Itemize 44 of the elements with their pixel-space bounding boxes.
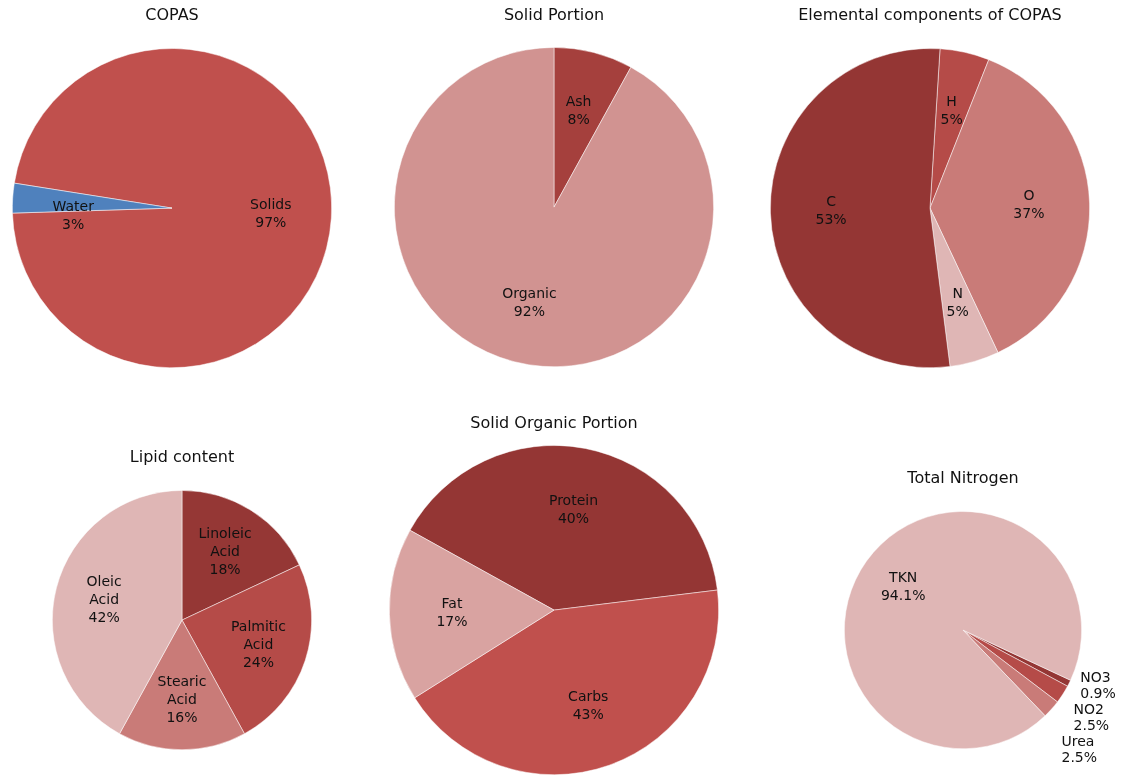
data-label: 43%	[572, 705, 604, 722]
slice-label: Protein	[548, 491, 599, 508]
data-label: 42%	[88, 608, 120, 625]
slice-label: Carbs	[568, 687, 609, 704]
chart-title: Elemental components of COPAS	[798, 4, 1062, 24]
data-label: 17%	[436, 612, 468, 629]
data-label: 3%	[62, 215, 85, 232]
chart-title: Solid Organic Portion	[470, 412, 638, 432]
data-label: 97%	[255, 213, 287, 230]
slice-label: C	[826, 192, 837, 209]
slice-label: NO2	[1073, 701, 1104, 718]
data-label: 2.5%	[1073, 717, 1110, 734]
slice-label: Palmitic Acid	[231, 617, 286, 652]
chart-title: Lipid content	[129, 446, 235, 466]
slice-label: O	[1023, 186, 1035, 203]
slice-label: Stearic Acid	[157, 673, 207, 708]
data-label: 5%	[940, 111, 963, 128]
slice-label: NO3	[1080, 669, 1111, 686]
chart-title: COPAS	[145, 4, 199, 24]
slice-label: Organic	[502, 284, 557, 301]
slice-label: TKN	[888, 568, 918, 585]
slice-label: H	[946, 93, 957, 110]
chart-title: Solid Portion	[503, 4, 605, 24]
slice-label: N	[952, 284, 963, 301]
slice-label: Oleic Acid	[86, 572, 122, 607]
slice-label: Solids	[250, 195, 292, 212]
slice-label: Ash	[565, 92, 592, 109]
data-label: 8%	[567, 110, 590, 127]
slice-label: Water	[52, 197, 95, 214]
data-label: 2.5%	[1061, 749, 1098, 766]
data-label: 24%	[242, 653, 275, 670]
slice-label: Linoleic Acid	[198, 524, 252, 559]
data-label: 92%	[513, 302, 545, 319]
data-label: 53%	[815, 210, 847, 227]
data-label: 94.1%	[880, 586, 926, 603]
slice-label: Urea	[1061, 733, 1095, 750]
data-label: 40%	[557, 509, 590, 526]
slice-label: Fat	[441, 594, 463, 611]
data-label: 16%	[166, 709, 198, 726]
data-label: 37%	[1013, 204, 1045, 221]
chart-title: Total Nitrogen	[906, 467, 1019, 487]
data-label: 5%	[946, 302, 969, 319]
data-label: 0.9%	[1080, 685, 1116, 702]
data-label: 18%	[209, 560, 241, 577]
